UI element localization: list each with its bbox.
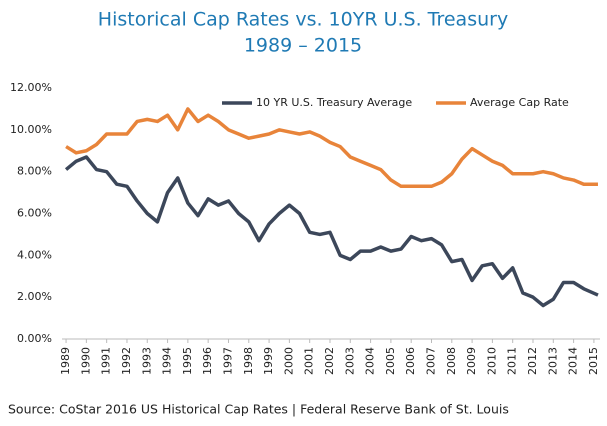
y-tick-label: 8.00% — [17, 165, 52, 178]
x-tick-label: 1998 — [242, 347, 255, 375]
series-line — [64, 155, 599, 308]
chart-title: Historical Cap Rates vs. 10YR U.S. Treas… — [98, 9, 508, 31]
y-tick-label: 2.00% — [17, 290, 52, 303]
source-note: Source: CoStar 2016 US Historical Cap Ra… — [8, 402, 509, 417]
x-tick-label: 2013 — [546, 347, 559, 375]
x-tick-label: 1997 — [221, 347, 234, 375]
x-tick-label: 2008 — [445, 347, 458, 375]
x-tick-label: 2000 — [282, 347, 295, 375]
y-tick-label: 0.00% — [17, 332, 52, 345]
y-tick-label: 4.00% — [17, 248, 52, 261]
x-tick-label: 2006 — [404, 347, 417, 375]
x-tick-label: 1995 — [181, 347, 194, 375]
x-tick-label: 2002 — [323, 347, 336, 375]
x-tick-label: 2003 — [343, 347, 356, 375]
series-line — [65, 107, 598, 189]
x-tick-label: 2011 — [506, 347, 519, 375]
x-tick-label: 2014 — [567, 347, 580, 375]
x-tick-label: 1994 — [161, 347, 174, 375]
chart-subtitle: 1989 – 2015 — [244, 35, 362, 57]
y-tick-label: 12.00% — [10, 81, 52, 94]
x-tick-label: 2010 — [485, 347, 498, 375]
x-tick-label: 1999 — [262, 347, 275, 375]
x-tick-label: 1989 — [59, 347, 72, 375]
legend-label: 10 YR U.S. Treasury Average — [256, 96, 412, 109]
x-tick-label: 2001 — [303, 347, 316, 375]
x-tick-label: 2012 — [526, 347, 539, 375]
x-tick-label: 2007 — [424, 347, 437, 375]
x-tick-label: 1996 — [201, 347, 214, 375]
x-tick-label: 1992 — [120, 347, 133, 375]
y-tick-label: 10.00% — [10, 123, 52, 136]
x-tick-label: 1993 — [140, 347, 153, 375]
x-tick-label: 1991 — [100, 347, 113, 375]
x-tick-label: 2009 — [465, 347, 478, 375]
y-tick-label: 6.00% — [17, 207, 52, 220]
x-tick-label: 2004 — [364, 347, 377, 375]
x-tick-label: 2015 — [587, 347, 600, 375]
x-tick-label: 2005 — [384, 347, 397, 375]
x-tick-label: 1990 — [79, 347, 92, 375]
legend-label: Average Cap Rate — [470, 96, 569, 109]
